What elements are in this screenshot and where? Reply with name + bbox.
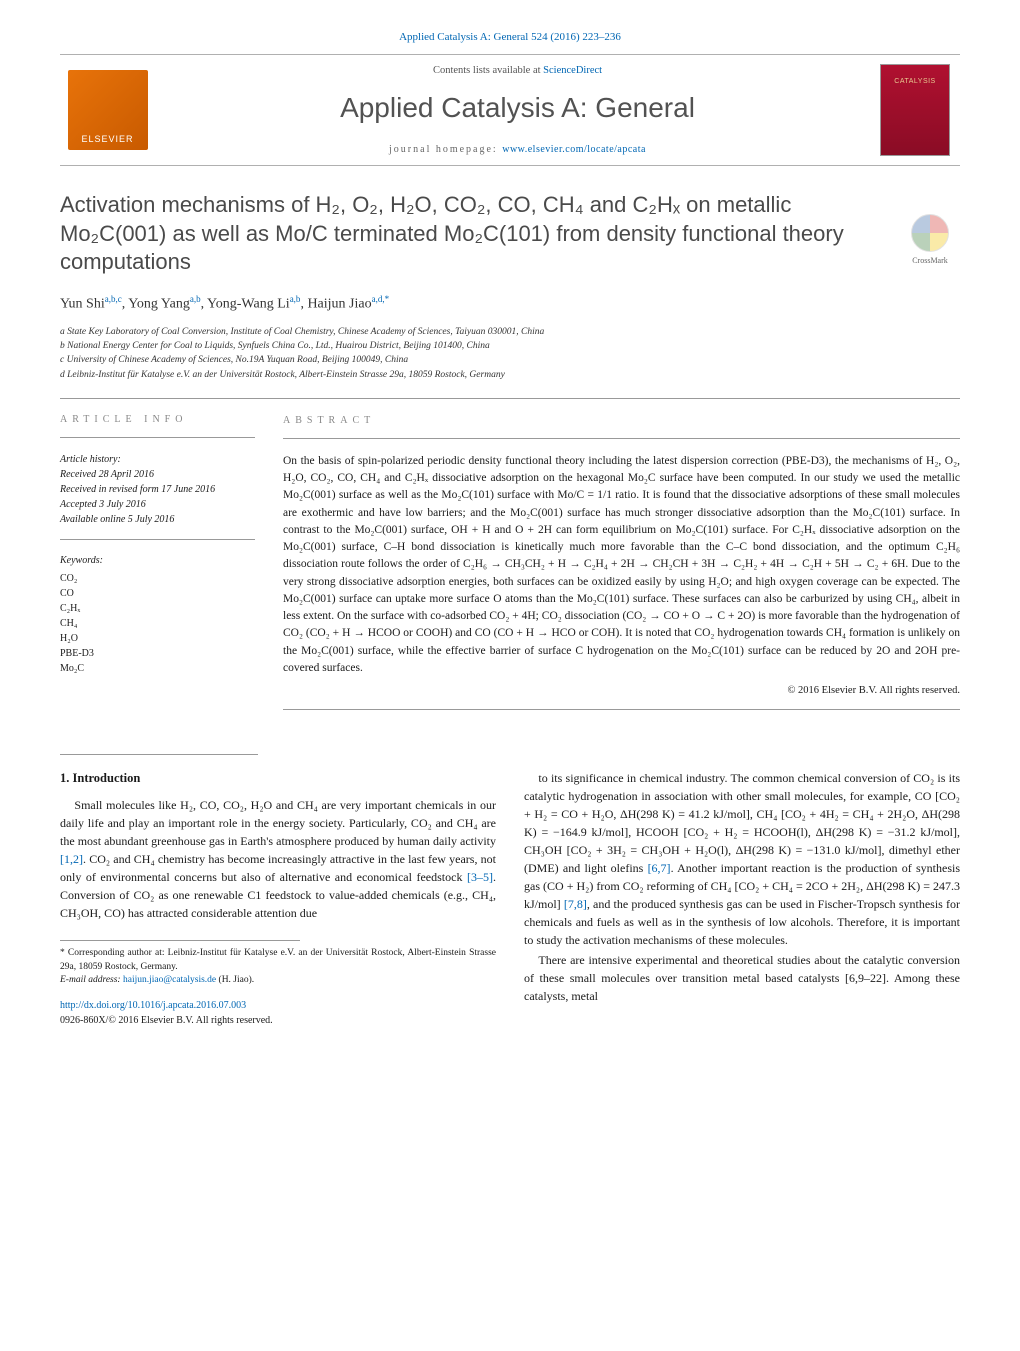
body-para: There are intensive experimental and the…: [524, 951, 960, 1005]
header-zone: Applied Catalysis A: General 524 (2016) …: [60, 30, 960, 166]
contents-prefix: Contents lists available at: [433, 65, 543, 76]
banner-center: Contents lists available at ScienceDirec…: [155, 63, 880, 157]
keyword: H₂O: [60, 631, 255, 646]
abstract-heading: ABSTRACT: [283, 413, 960, 428]
email-link[interactable]: haijun.jiao@catalysis.de: [123, 975, 216, 985]
corresponding-author: * Corresponding author at: Leibniz-Insti…: [60, 947, 496, 975]
keyword: PBE-D3: [60, 646, 255, 661]
sciencedirect-link[interactable]: ScienceDirect: [543, 65, 602, 76]
footnote-divider: [60, 940, 300, 941]
article-info-col: ARTICLE INFO Article history: Received 2…: [60, 413, 255, 724]
divider: [60, 437, 255, 438]
meta-abstract-row: ARTICLE INFO Article history: Received 2…: [60, 413, 960, 724]
doi-link[interactable]: http://dx.doi.org/10.1016/j.apcata.2016.…: [60, 1000, 246, 1011]
divider: [283, 438, 960, 439]
history-accepted: Accepted 3 July 2016: [60, 497, 255, 512]
doi-block: http://dx.doi.org/10.1016/j.apcata.2016.…: [60, 998, 496, 1028]
keywords-label: Keywords:: [60, 554, 255, 569]
abstract-copyright: © 2016 Elsevier B.V. All rights reserved…: [283, 683, 960, 699]
homepage-link[interactable]: www.elsevier.com/locate/apcata: [502, 144, 646, 155]
affiliations: a State Key Laboratory of Coal Conversio…: [60, 325, 960, 382]
article-history: Article history: Received 28 April 2016 …: [60, 452, 255, 527]
keywords-list: CO₂ CO C₂Hₓ CH₄ H₂O PBE-D3 Mo₂C: [60, 571, 255, 676]
keyword: Mo₂C: [60, 661, 255, 676]
journal-banner: ELSEVIER Contents lists available at Sci…: [60, 54, 960, 166]
email-line: E-mail address: haijun.jiao@catalysis.de…: [60, 974, 496, 988]
footnotes: * Corresponding author at: Leibniz-Insti…: [60, 947, 496, 988]
homepage-line: journal homepage: www.elsevier.com/locat…: [155, 143, 880, 158]
elsevier-logo-icon: ELSEVIER: [68, 70, 148, 150]
section-heading: 1. Introduction: [60, 769, 496, 788]
journal-cover-icon: CATALYSIS: [880, 64, 950, 156]
history-label: Article history:: [60, 452, 255, 467]
crossmark-label: CrossMark: [912, 255, 948, 267]
history-received: Received 28 April 2016: [60, 467, 255, 482]
body-para: Small molecules like H₂, CO, CO₂, H₂O an…: [60, 796, 496, 922]
body-para: to its significance in chemical industry…: [524, 769, 960, 949]
journal-title: Applied Catalysis A: General: [155, 88, 880, 129]
divider: [60, 754, 258, 755]
homepage-prefix: journal homepage:: [389, 144, 502, 155]
publisher-logo-wrap: ELSEVIER: [60, 70, 155, 150]
affiliation-c: c University of Chinese Academy of Scien…: [60, 353, 960, 367]
email-who: (H. Jiao).: [216, 975, 254, 985]
email-label: E-mail address:: [60, 975, 123, 985]
author-list: Yun Shia,b,c, Yong Yanga,b, Yong-Wang Li…: [60, 293, 960, 315]
keyword: CO: [60, 586, 255, 601]
keyword: CH₄: [60, 616, 255, 631]
divider: [283, 709, 960, 710]
affiliation-d: d Leibniz-Institut für Katalyse e.V. an …: [60, 368, 960, 382]
article-title: Activation mechanisms of H₂, O₂, H₂O, CO…: [60, 191, 960, 277]
crossmark-badge[interactable]: CrossMark: [900, 210, 960, 270]
affiliation-b: b National Energy Center for Coal to Liq…: [60, 339, 960, 353]
divider: [60, 539, 255, 540]
abstract-col: ABSTRACT On the basis of spin-polarized …: [283, 413, 960, 724]
keyword: C₂Hₓ: [60, 601, 255, 616]
crossmark-icon: [911, 214, 949, 252]
issn-copyright: 0926-860X/© 2016 Elsevier B.V. All right…: [60, 1015, 273, 1026]
journal-citation: Applied Catalysis A: General 524 (2016) …: [60, 30, 960, 46]
history-revised: Received in revised form 17 June 2016: [60, 482, 255, 497]
history-online: Available online 5 July 2016: [60, 512, 255, 527]
affiliation-a: a State Key Laboratory of Coal Conversio…: [60, 325, 960, 339]
keyword: CO₂: [60, 571, 255, 586]
banner-right: CATALYSIS: [880, 64, 960, 156]
divider: [60, 398, 960, 399]
article-info-heading: ARTICLE INFO: [60, 413, 255, 428]
contents-line: Contents lists available at ScienceDirec…: [155, 63, 880, 78]
body-columns: 1. Introduction Small molecules like H₂,…: [60, 769, 960, 1028]
abstract-text: On the basis of spin-polarized periodic …: [283, 453, 960, 677]
